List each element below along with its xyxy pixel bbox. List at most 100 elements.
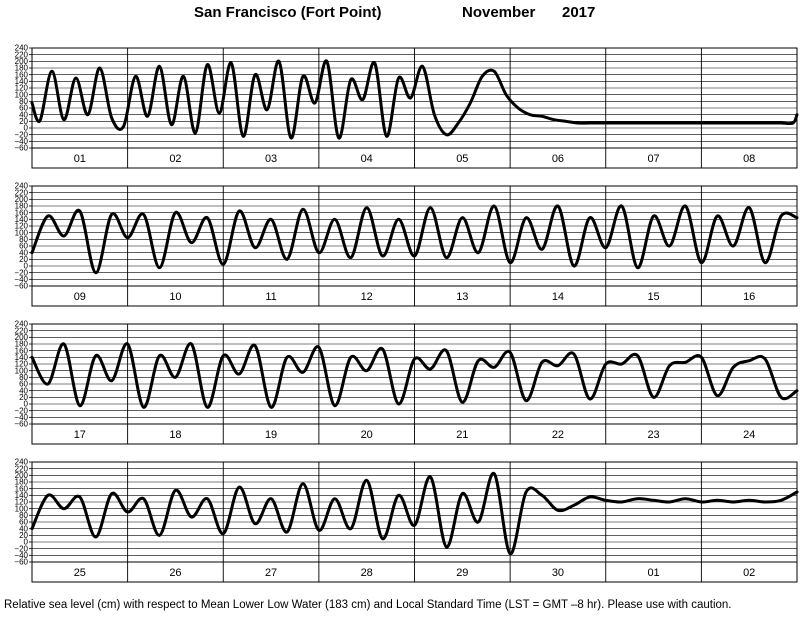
y-tick-label: 100 [15,366,29,375]
y-tick-label: 80 [19,97,28,106]
y-tick-label: −20 [14,544,28,553]
y-tick-label: 100 [15,504,29,513]
y-tick-label: 180 [15,64,29,73]
y-tick-label: 220 [15,464,29,473]
day-label: 13 [456,291,468,303]
tide-curve [30,204,799,275]
tide-panel: 240220200180160140120100806040200−20−40−… [14,44,799,169]
y-tick-label: 100 [15,228,29,237]
panel-frame [31,185,798,307]
tide-curve [30,59,799,140]
y-tick-label: −40 [14,275,28,284]
y-tick-label: 240 [15,320,29,329]
panel-frame [31,461,798,583]
day-label: 06 [552,153,564,165]
y-tick-label: 20 [19,117,28,126]
day-label: 01 [74,153,86,165]
y-tick-label: −40 [14,551,28,560]
y-tick-label: 0 [24,400,29,409]
day-label: 21 [456,429,468,441]
y-tick-label: 120 [15,84,29,93]
y-tick-label: 0 [24,262,29,271]
y-tick-label: 240 [15,182,29,191]
day-label: 30 [552,567,564,579]
day-label: 01 [647,567,659,579]
day-label: 29 [456,567,468,579]
y-tick-label: −60 [14,282,28,291]
y-tick-label: −20 [14,406,28,415]
panel-frame [31,323,798,445]
y-tick-label: 140 [15,353,29,362]
day-label: 18 [169,429,181,441]
footer-note: Relative sea level (cm) with respect to … [4,599,732,611]
y-tick-label: 140 [15,77,29,86]
y-tick-label: 200 [15,195,29,204]
y-tick-label: 120 [15,360,29,369]
y-tick-label: −40 [14,413,28,422]
day-label: 11 [265,291,276,303]
year-title: 2017 [562,4,596,21]
day-label: 03 [265,153,277,165]
y-tick-label: −20 [14,268,28,277]
y-tick-label: 20 [19,531,28,540]
day-label: 04 [361,153,373,165]
y-tick-label: −60 [14,420,28,429]
y-tick-label: 180 [15,478,29,487]
day-label: 26 [169,567,181,579]
y-tick-label: 240 [15,458,29,467]
tide-panel: 240220200180160140120100806040200−20−40−… [14,182,799,307]
y-tick-label: 20 [19,255,28,264]
day-label: 05 [456,153,468,165]
y-tick-label: 40 [19,524,28,533]
y-tick-label: 60 [19,518,28,527]
day-label: 24 [743,429,755,441]
day-label: 27 [265,567,277,579]
y-tick-label: 80 [19,373,28,382]
day-label: 10 [169,291,181,303]
day-label: 23 [647,429,659,441]
station-title: San Francisco (Fort Point) [194,4,382,21]
y-tick-label: 40 [19,110,28,119]
y-tick-label: 220 [15,50,29,59]
y-tick-label: 160 [15,208,29,217]
y-tick-label: 220 [15,188,29,197]
y-tick-label: 160 [15,484,29,493]
day-label: 25 [74,567,86,579]
tide-panel: 240220200180160140120100806040200−20−40−… [14,320,799,445]
day-label: 28 [361,567,373,579]
y-tick-label: 200 [15,57,29,66]
y-tick-label: 0 [24,538,29,547]
day-label: 12 [361,291,373,303]
y-tick-label: 120 [15,222,29,231]
y-tick-label: 0 [24,124,29,133]
y-tick-label: 80 [19,511,28,520]
y-tick-label: 160 [15,70,29,79]
day-label: 19 [265,429,277,441]
y-tick-label: 180 [15,340,29,349]
tide-curve [30,472,799,556]
y-tick-label: 160 [15,346,29,355]
day-label: 14 [552,291,564,303]
day-label: 20 [361,429,373,441]
y-tick-label: 140 [15,491,29,500]
y-tick-label: 40 [19,248,28,257]
day-label: 02 [743,567,755,579]
y-tick-label: −40 [14,137,28,146]
tide-curve [30,342,799,409]
day-label: 15 [647,291,659,303]
day-label: 07 [647,153,659,165]
y-tick-label: 140 [15,215,29,224]
day-label: 22 [552,429,564,441]
tide-panel: 240220200180160140120100806040200−20−40−… [14,458,799,583]
y-tick-label: −60 [14,144,28,153]
y-tick-label: 180 [15,202,29,211]
y-tick-label: 240 [15,44,29,53]
day-label: 08 [743,153,755,165]
chart-header: San Francisco (Fort Point) November 2017 [0,4,800,26]
day-label: 16 [743,291,755,303]
y-tick-label: −20 [14,130,28,139]
y-tick-label: 80 [19,235,28,244]
y-tick-label: 200 [15,333,29,342]
y-tick-label: 60 [19,242,28,251]
